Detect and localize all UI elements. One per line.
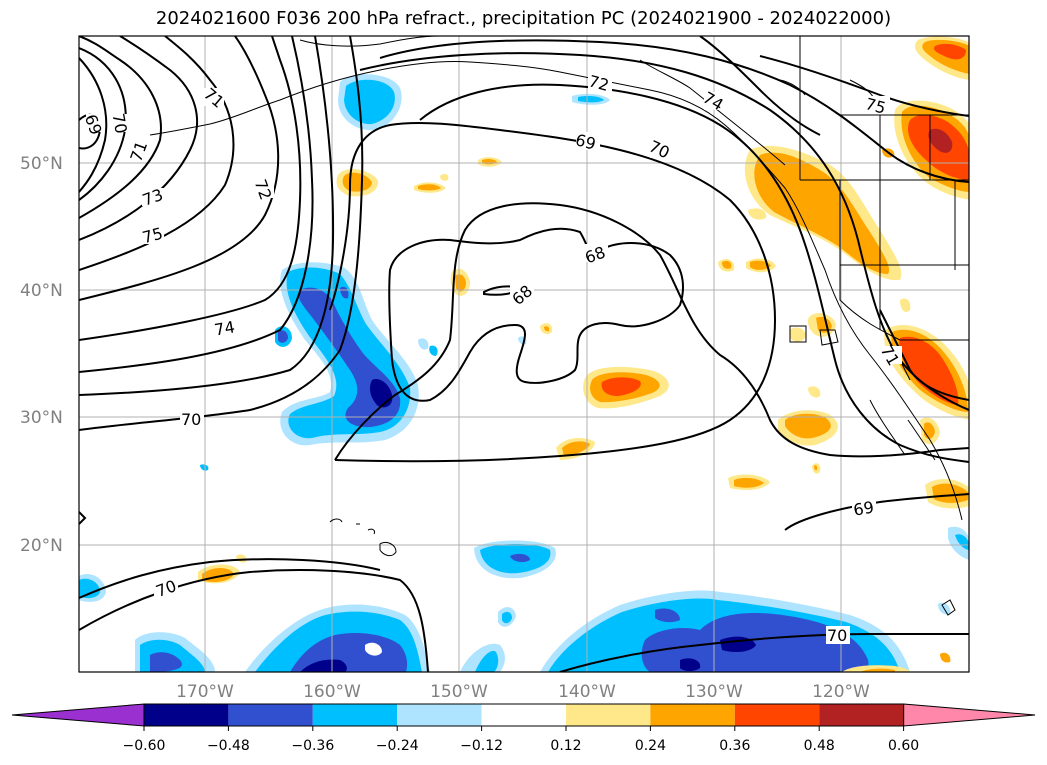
lon-label: 120°W xyxy=(812,682,870,702)
colorbar-segment xyxy=(819,704,904,726)
colorbar-segment xyxy=(481,704,566,726)
contour-label: 74 xyxy=(213,317,236,339)
colorbar-tick-label: −0.48 xyxy=(207,738,250,754)
map-title: 2024021600 F036 200 hPa refract., precip… xyxy=(155,8,892,29)
colorbar-tick-label: −0.12 xyxy=(460,738,503,754)
contour-label: 70 xyxy=(109,112,131,135)
colorbar-tick-label: 0.12 xyxy=(550,738,581,754)
colorbar-segment xyxy=(228,704,313,726)
lat-label: 30°N xyxy=(20,408,63,428)
lon-label: 150°W xyxy=(430,682,488,702)
contour-label: 70 xyxy=(181,410,201,429)
lat-label: 50°N xyxy=(20,154,63,174)
contour-label: 72 xyxy=(587,71,612,95)
colorbar-segment xyxy=(650,704,735,726)
colorbar-segment xyxy=(312,704,398,726)
lat-label: 20°N xyxy=(20,536,63,556)
colorbar-tick-label: 0.36 xyxy=(719,738,750,754)
colorbar-tick-label: 0.60 xyxy=(888,738,919,754)
contour-label: 69 xyxy=(852,497,875,519)
lon-label: 130°W xyxy=(685,682,743,702)
lat-label: 40°N xyxy=(20,281,63,301)
colorbar-tick-label: −0.24 xyxy=(376,738,419,754)
lon-label: 140°W xyxy=(558,682,616,702)
colorbar-segment xyxy=(566,704,651,726)
contour-label: 69 xyxy=(573,130,598,154)
lon-label: 170°W xyxy=(176,682,234,702)
map-frame xyxy=(78,35,970,673)
contour-label: 75 xyxy=(863,94,888,118)
colorbar-extend-high xyxy=(903,703,1036,727)
colorbar-tick-label: 0.24 xyxy=(635,738,666,754)
colorbar: −0.60 −0.48 −0.36 −0.24 −0.12 0.12 0.24 … xyxy=(11,703,1036,754)
contour-label: 70 xyxy=(827,626,847,645)
lon-label: 160°W xyxy=(303,682,361,702)
colorbar-tick-label: −0.60 xyxy=(123,738,166,754)
precipitation-fills xyxy=(79,36,969,672)
gridlines xyxy=(79,36,969,672)
contour-label: 75 xyxy=(140,224,165,248)
colorbar-tick-label: 0.48 xyxy=(804,738,835,754)
latitude-labels: 50°N 40°N 30°N 20°N xyxy=(20,154,63,556)
colorbar-segment xyxy=(144,704,229,726)
colorbar-segment xyxy=(397,704,482,726)
colorbar-segment xyxy=(734,704,820,726)
longitude-labels: 170°W 160°W 150°W 140°W 130°W 120°W xyxy=(176,682,870,702)
colorbar-tick-label: −0.36 xyxy=(291,738,334,754)
colorbar-extend-low xyxy=(11,703,145,727)
